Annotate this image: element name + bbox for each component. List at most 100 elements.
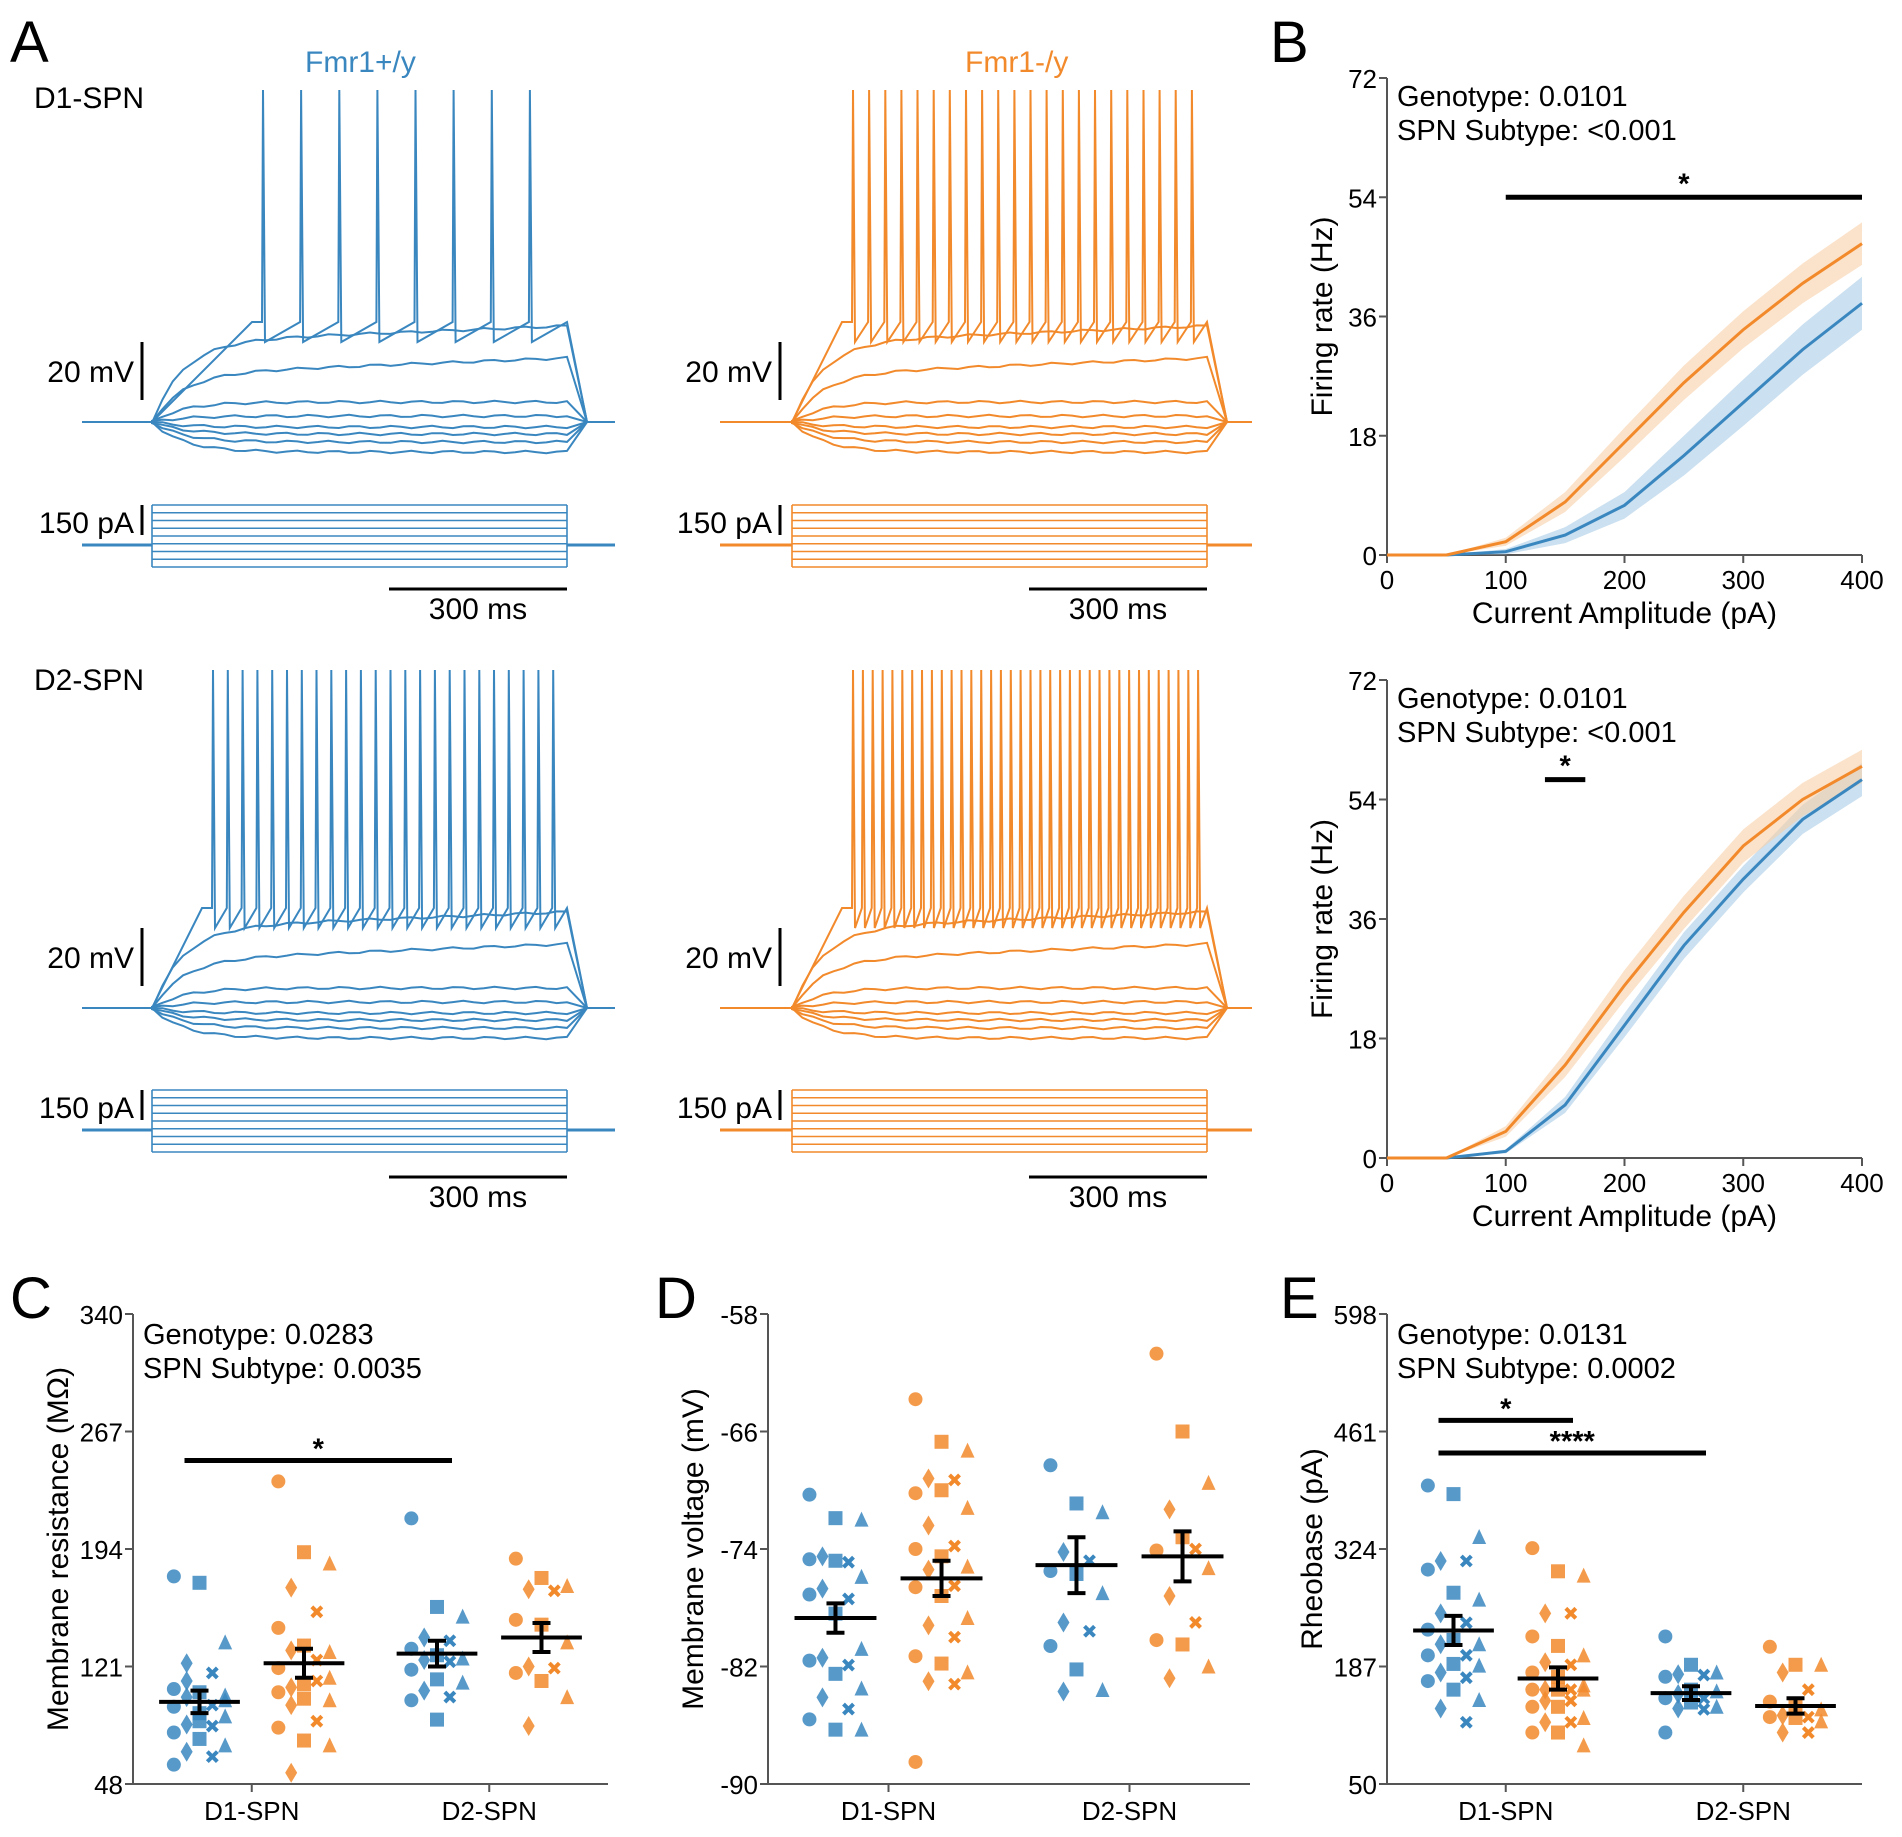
voltage-trace bbox=[720, 941, 1252, 1009]
significance-label: **** bbox=[1550, 1426, 1596, 1458]
data-point-diamond bbox=[922, 1559, 935, 1580]
data-point-diamond bbox=[1776, 1662, 1789, 1683]
voltage-trace bbox=[82, 421, 615, 437]
data-point-diamond bbox=[1163, 1668, 1176, 1689]
y-tick-label: 72 bbox=[1348, 666, 1377, 696]
data-point-circle bbox=[908, 1580, 923, 1595]
data-point-cross bbox=[1459, 1715, 1473, 1729]
data-point-triangle bbox=[960, 1664, 975, 1680]
x-tick-label: D1-SPN bbox=[204, 1796, 299, 1826]
data-point-triangle bbox=[322, 1692, 337, 1708]
voltage-trace bbox=[82, 1007, 615, 1031]
data-point-diamond bbox=[285, 1762, 298, 1783]
y-tick-label: 48 bbox=[94, 1770, 123, 1800]
data-point-diamond bbox=[1434, 1603, 1447, 1624]
x-tick-label: 100 bbox=[1484, 565, 1527, 595]
data-point-circle bbox=[1149, 1633, 1164, 1648]
data-point-triangle bbox=[560, 1578, 575, 1594]
voltage-trace bbox=[82, 421, 615, 430]
data-point-cross bbox=[443, 1690, 457, 1704]
data-point-circle bbox=[1420, 1562, 1435, 1577]
data-point-square bbox=[192, 1575, 207, 1590]
data-point-triangle bbox=[1095, 1585, 1110, 1601]
voltage-trace bbox=[82, 1007, 615, 1023]
data-point-cross bbox=[1459, 1648, 1473, 1662]
x-tick-label: D1-SPN bbox=[841, 1796, 936, 1826]
data-point-cross bbox=[948, 1539, 961, 1553]
y-tick-label: 36 bbox=[1348, 905, 1377, 935]
data-point-square bbox=[192, 1731, 207, 1746]
y-tick-label: 0 bbox=[1363, 1144, 1377, 1174]
stat-annotation: Genotype: 0.0101 bbox=[1397, 683, 1628, 715]
data-point-square bbox=[297, 1677, 311, 1692]
data-point-triangle bbox=[960, 1610, 975, 1626]
y-tick-label: 54 bbox=[1348, 183, 1377, 213]
data-point-diamond bbox=[922, 1671, 935, 1692]
data-point-triangle bbox=[960, 1558, 975, 1574]
data-point-square bbox=[1551, 1564, 1565, 1579]
data-point-square bbox=[1551, 1699, 1565, 1714]
data-point-cross bbox=[948, 1677, 961, 1691]
data-point-square bbox=[430, 1672, 444, 1687]
data-point-circle bbox=[271, 1685, 286, 1700]
data-point-cross bbox=[310, 1605, 324, 1619]
data-point-square bbox=[297, 1691, 311, 1706]
axes bbox=[1386, 680, 1862, 1159]
data-point-triangle bbox=[1201, 1560, 1216, 1576]
data-point-triangle bbox=[854, 1680, 869, 1696]
data-point-diamond bbox=[522, 1656, 535, 1677]
voltage-trace bbox=[720, 355, 1252, 423]
data-point-cross bbox=[842, 1658, 855, 1672]
data-point-cross bbox=[1697, 1668, 1711, 1682]
y-tick-label: 267 bbox=[80, 1418, 123, 1448]
time-scale-label: 300 ms bbox=[429, 1181, 527, 1214]
x-tick-label: 100 bbox=[1484, 1168, 1527, 1198]
data-point-circle bbox=[271, 1474, 286, 1489]
data-point-diamond bbox=[418, 1680, 431, 1701]
data-point-square bbox=[430, 1599, 444, 1614]
data-point-triangle bbox=[1576, 1647, 1591, 1663]
group-d1-spn-ko bbox=[1517, 1541, 1599, 1753]
significance-label: * bbox=[1559, 751, 1571, 783]
data-point-square bbox=[297, 1733, 311, 1748]
data-point-diamond bbox=[1539, 1603, 1552, 1624]
stat-annotation: SPN Subtype: 0.0035 bbox=[143, 1353, 422, 1385]
data-point-square bbox=[1446, 1682, 1461, 1697]
group-d2-spn-ko bbox=[1755, 1639, 1836, 1743]
data-point-circle bbox=[166, 1757, 181, 1772]
data-point-triangle bbox=[1201, 1658, 1216, 1674]
voltage-trace bbox=[82, 355, 615, 423]
voltage-trace bbox=[82, 1007, 615, 1041]
y-tick-label: 54 bbox=[1348, 786, 1377, 816]
data-point-triangle bbox=[1472, 1591, 1487, 1607]
data-point-triangle bbox=[1576, 1681, 1591, 1697]
data-point-diamond bbox=[1776, 1705, 1789, 1726]
x-axis-label: Current Amplitude (pA) bbox=[1472, 1200, 1777, 1233]
data-point-circle bbox=[1525, 1541, 1540, 1556]
data-point-square bbox=[1069, 1662, 1084, 1677]
y-tick-label: 18 bbox=[1348, 1025, 1377, 1055]
y-tick-label: 461 bbox=[1334, 1418, 1377, 1448]
voltage-trace bbox=[82, 421, 615, 445]
data-point-cross bbox=[1697, 1702, 1711, 1716]
data-point-circle bbox=[1149, 1543, 1164, 1558]
data-point-diamond bbox=[1539, 1690, 1552, 1711]
data-point-cross bbox=[310, 1714, 324, 1728]
data-point-diamond bbox=[1163, 1586, 1176, 1606]
time-scale-label: 300 ms bbox=[1069, 1181, 1167, 1214]
trace-group-d2-ko: 20 mV 150 pA 300 ms bbox=[677, 669, 1252, 1214]
data-point-circle bbox=[1525, 1725, 1540, 1740]
data-point-circle bbox=[1149, 1346, 1164, 1361]
data-point-diamond bbox=[1672, 1664, 1685, 1685]
data-point-circle bbox=[1420, 1478, 1435, 1493]
data-point-square bbox=[828, 1511, 843, 1526]
data-point-diamond bbox=[285, 1677, 298, 1698]
data-point-triangle bbox=[560, 1689, 575, 1705]
data-point-diamond bbox=[180, 1653, 193, 1674]
y-axis-label: Rheobase (pA) bbox=[1296, 1448, 1329, 1650]
data-point-square bbox=[1446, 1585, 1461, 1600]
data-point-triangle bbox=[1472, 1636, 1487, 1652]
data-point-square bbox=[828, 1553, 843, 1568]
data-point-circle bbox=[1525, 1629, 1540, 1644]
data-point-diamond bbox=[1434, 1698, 1447, 1719]
